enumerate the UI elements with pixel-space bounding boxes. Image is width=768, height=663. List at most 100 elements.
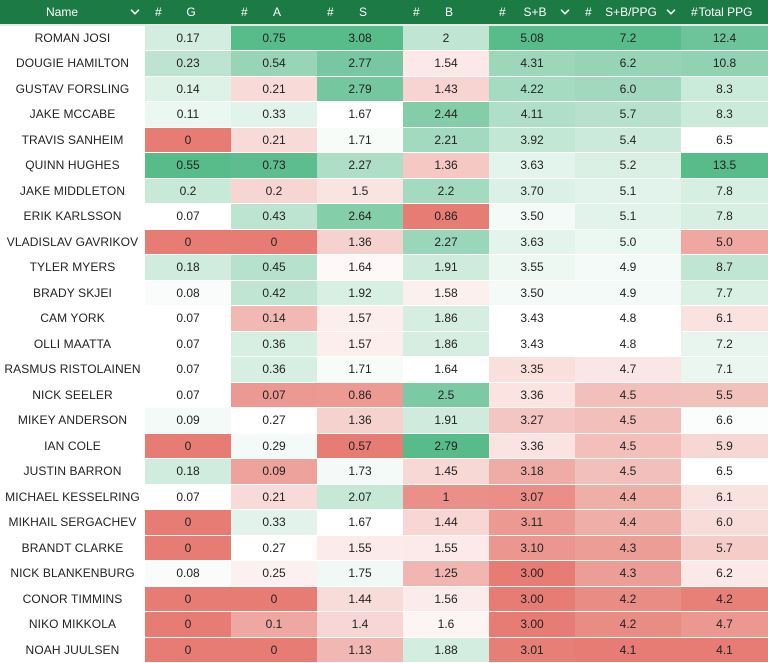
cell-g: 0.23 bbox=[145, 50, 231, 77]
cell-total: 7.8 bbox=[681, 178, 768, 204]
column-header-sb[interactable]: # S+B bbox=[489, 0, 575, 25]
player-name-cell: JUSTIN BARRON bbox=[0, 458, 145, 485]
cell-sb: 3.35 bbox=[489, 356, 575, 383]
cell-sbppg: 4.2 bbox=[575, 611, 681, 638]
table-row[interactable]: MICHAEL KESSELRING 0.07 0.21 2.07 1 3.07 4.4 6.… bbox=[0, 484, 768, 510]
cell-total: 8.3 bbox=[681, 76, 768, 102]
table-row[interactable]: QUINN HUGHES 0.55 0.73 2.27 1.36 3.63 5.2 13.5 bbox=[0, 152, 768, 179]
table-row[interactable]: IAN COLE 0 0.29 0.57 2.79 3.36 4.5 5.9 bbox=[0, 433, 768, 459]
cell-sbppg: 4.5 bbox=[575, 382, 681, 408]
table-row[interactable]: BRADY SKJEI 0.08 0.42 1.92 1.58 3.50 4.9 7.7 bbox=[0, 280, 768, 306]
cell-s: 1.36 bbox=[317, 229, 403, 255]
cell-g: 0.17 bbox=[145, 24, 231, 51]
table-row[interactable]: NICK SEELER 0.07 0.07 0.86 2.5 3.36 4.5 5.5 bbox=[0, 382, 768, 408]
cell-a: 0.21 bbox=[231, 76, 317, 102]
cell-a: 0.45 bbox=[231, 254, 317, 281]
cell-a: 0.07 bbox=[231, 382, 317, 408]
cell-sb: 3.01 bbox=[489, 637, 575, 663]
player-name-cell: JAKE MIDDLETON bbox=[0, 178, 145, 204]
cell-sbppg: 4.1 bbox=[575, 637, 681, 663]
chevron-down-icon[interactable] bbox=[559, 6, 571, 18]
table-row[interactable]: TYLER MYERS 0.18 0.45 1.64 1.91 3.55 4.9 8.7 bbox=[0, 254, 768, 281]
table-row[interactable]: NOAH JUULSEN 0 0 1.13 1.88 3.01 4.1 4.1 bbox=[0, 637, 768, 663]
cell-total: 8.7 bbox=[681, 254, 768, 281]
cell-b: 2.21 bbox=[403, 127, 489, 153]
number-sign: # bbox=[413, 5, 420, 19]
cell-g: 0.07 bbox=[145, 305, 231, 332]
cell-sbppg: 5.2 bbox=[575, 152, 681, 179]
cell-sbppg: 4.4 bbox=[575, 484, 681, 510]
player-name-cell: MIKHAIL SERGACHEV bbox=[0, 509, 145, 536]
cell-sb: 3.00 bbox=[489, 611, 575, 638]
cell-a: 0.2 bbox=[231, 178, 317, 204]
cell-a: 0.21 bbox=[231, 484, 317, 510]
cell-s: 1.67 bbox=[317, 509, 403, 536]
cell-sbppg: 7.2 bbox=[575, 24, 681, 51]
table-row[interactable]: VLADISLAV GAVRIKOV 0 0 1.36 2.27 3.63 5.0 5.0 bbox=[0, 229, 768, 255]
cell-sb: 3.18 bbox=[489, 458, 575, 485]
table-row[interactable]: ERIK KARLSSON 0.07 0.43 2.64 0.86 3.50 5.1 7.8 bbox=[0, 203, 768, 230]
cell-b: 1.64 bbox=[403, 356, 489, 383]
cell-sbppg: 4.8 bbox=[575, 305, 681, 332]
column-header-sb-ppg[interactable]: # S+B/PPG bbox=[575, 0, 681, 25]
column-header-s[interactable]: # S bbox=[317, 0, 403, 25]
table-row[interactable]: ROMAN JOSI 0.17 0.75 3.08 2 5.08 7.2 12.4 bbox=[0, 24, 768, 51]
cell-a: 0.42 bbox=[231, 280, 317, 306]
cell-sb: 3.36 bbox=[489, 382, 575, 408]
table-row[interactable]: CONOR TIMMINS 0 0 1.44 1.56 3.00 4.2 4.2 bbox=[0, 586, 768, 612]
table-row[interactable]: MIKHAIL SERGACHEV 0 0.33 1.67 1.44 3.11 4.4 6.0 bbox=[0, 509, 768, 536]
cell-b: 2.2 bbox=[403, 178, 489, 204]
cell-s: 1.92 bbox=[317, 280, 403, 306]
number-sign: # bbox=[585, 5, 592, 19]
table-row[interactable]: RASMUS RISTOLAINEN 0.07 0.36 1.71 1.64 3.35 4.… bbox=[0, 356, 768, 383]
cell-total: 6.5 bbox=[681, 127, 768, 153]
column-header-g[interactable]: # G bbox=[145, 0, 231, 25]
player-name-cell: JAKE MCCABE bbox=[0, 101, 145, 128]
table-row[interactable]: JUSTIN BARRON 0.18 0.09 1.73 1.45 3.18 4.5 6.5 bbox=[0, 458, 768, 485]
column-header-label: Total PPG bbox=[698, 5, 753, 19]
cell-a: 0.33 bbox=[231, 101, 317, 128]
chevron-down-icon[interactable] bbox=[129, 6, 141, 18]
table-row[interactable]: NICK BLANKENBURG 0.08 0.25 1.75 1.25 3.00 4.3 6… bbox=[0, 560, 768, 587]
cell-total: 8.3 bbox=[681, 101, 768, 128]
column-header-name[interactable]: Name bbox=[0, 0, 145, 25]
table-row[interactable]: JAKE MIDDLETON 0.2 0.2 1.5 2.2 3.70 5.1 7.8 bbox=[0, 178, 768, 204]
player-name-cell: IAN COLE bbox=[0, 433, 145, 459]
cell-sbppg: 4.5 bbox=[575, 433, 681, 459]
cell-a: 0 bbox=[231, 586, 317, 612]
cell-sbppg: 5.7 bbox=[575, 101, 681, 128]
cell-b: 1.25 bbox=[403, 560, 489, 587]
cell-a: 0.43 bbox=[231, 203, 317, 230]
table-row[interactable]: OLLI MAATTA 0.07 0.36 1.57 1.86 3.43 4.8 7.2 bbox=[0, 331, 768, 357]
cell-g: 0.07 bbox=[145, 356, 231, 383]
cell-sbppg: 4.9 bbox=[575, 254, 681, 281]
column-header-total-ppg[interactable]: # Total PPG bbox=[681, 0, 768, 25]
cell-total: 4.7 bbox=[681, 611, 768, 638]
table-row[interactable]: BRANDT CLARKE 0 0.27 1.55 1.55 3.10 4.3 5.7 bbox=[0, 535, 768, 561]
table-row[interactable]: MIKEY ANDERSON 0.09 0.27 1.36 1.91 3.27 4.5 6.6 bbox=[0, 407, 768, 434]
cell-sb: 3.27 bbox=[489, 407, 575, 434]
player-name-cell: QUINN HUGHES bbox=[0, 152, 145, 179]
cell-total: 6.0 bbox=[681, 509, 768, 536]
cell-total: 5.9 bbox=[681, 433, 768, 459]
cell-s: 1.55 bbox=[317, 535, 403, 561]
cell-a: 0 bbox=[231, 637, 317, 663]
column-header-b[interactable]: # B bbox=[403, 0, 489, 25]
table-row[interactable]: CAM YORK 0.07 0.14 1.57 1.86 3.43 4.8 6.1 bbox=[0, 305, 768, 332]
cell-b: 2.5 bbox=[403, 382, 489, 408]
table-row[interactable]: DOUGIE HAMILTON 0.23 0.54 2.77 1.54 4.31 6.2 10… bbox=[0, 50, 768, 77]
column-header-a[interactable]: # A bbox=[231, 0, 317, 25]
cell-b: 2.44 bbox=[403, 101, 489, 128]
table-row[interactable]: JAKE MCCABE 0.11 0.33 1.67 2.44 4.11 5.7 8.3 bbox=[0, 101, 768, 128]
table-row[interactable]: GUSTAV FORSLING 0.14 0.21 2.79 1.43 4.22 6.0 8.… bbox=[0, 76, 768, 102]
cell-s: 1.44 bbox=[317, 586, 403, 612]
cell-a: 0.1 bbox=[231, 611, 317, 638]
cell-sb: 3.10 bbox=[489, 535, 575, 561]
cell-g: 0 bbox=[145, 535, 231, 561]
table-row[interactable]: NIKO MIKKOLA 0 0.1 1.4 1.6 3.00 4.2 4.7 bbox=[0, 611, 768, 638]
cell-total: 5.5 bbox=[681, 382, 768, 408]
chevron-down-icon[interactable] bbox=[665, 6, 677, 18]
table-row[interactable]: TRAVIS SANHEIM 0 0.21 1.71 2.21 3.92 5.4 6.5 bbox=[0, 127, 768, 153]
cell-sb: 3.92 bbox=[489, 127, 575, 153]
cell-s: 2.07 bbox=[317, 484, 403, 510]
